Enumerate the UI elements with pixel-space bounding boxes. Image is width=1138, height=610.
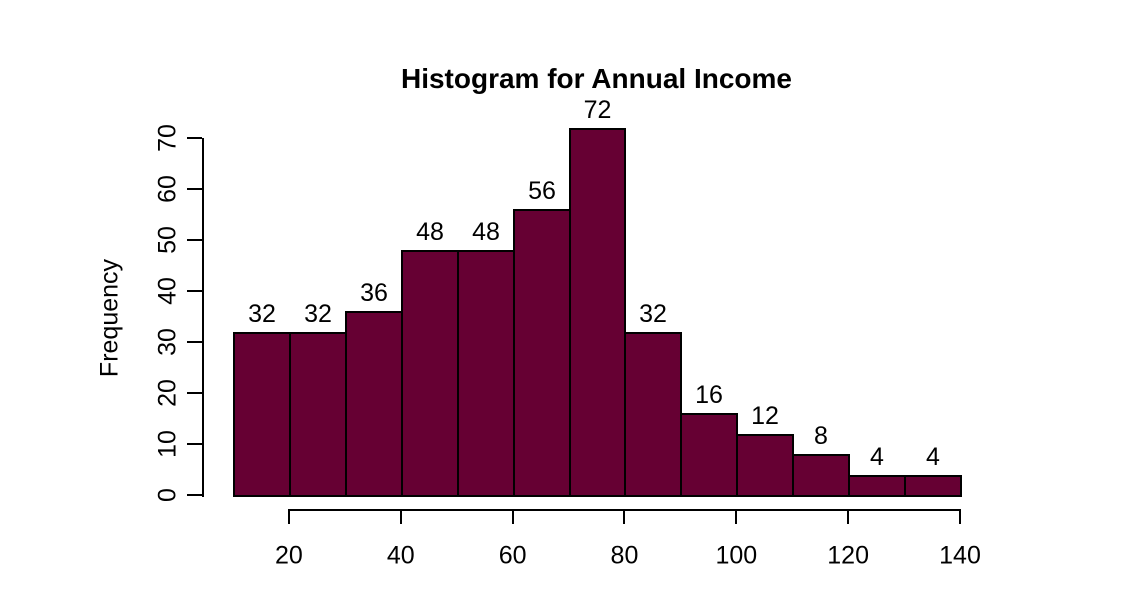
bar-value-label: 4 bbox=[870, 443, 884, 471]
y-axis-title: Frequency bbox=[95, 258, 124, 378]
bar-value-label: 12 bbox=[751, 402, 779, 430]
bar bbox=[680, 413, 738, 497]
x-tick-label: 40 bbox=[386, 541, 415, 570]
y-tick bbox=[187, 392, 202, 394]
bar-value-label: 32 bbox=[304, 300, 332, 328]
x-tick-label: 140 bbox=[939, 541, 981, 570]
x-tick bbox=[287, 509, 290, 524]
y-tick bbox=[187, 494, 202, 496]
bar-value-label: 36 bbox=[360, 279, 388, 307]
x-tick bbox=[511, 509, 514, 524]
y-tick-label: 70 bbox=[153, 124, 182, 152]
bar-value-label: 32 bbox=[248, 300, 276, 328]
x-tick bbox=[623, 509, 626, 524]
bar bbox=[233, 332, 291, 497]
bar bbox=[401, 250, 459, 497]
bar-value-label: 16 bbox=[695, 381, 723, 409]
bar-value-label: 32 bbox=[639, 300, 667, 328]
x-tick bbox=[959, 509, 961, 524]
x-tick-label: 120 bbox=[827, 541, 869, 570]
y-tick-label: 30 bbox=[153, 328, 182, 356]
y-tick bbox=[187, 239, 202, 241]
x-tick bbox=[399, 509, 402, 524]
bar bbox=[792, 454, 850, 497]
x-tick-label: 100 bbox=[715, 541, 758, 570]
y-tick-label: 20 bbox=[153, 379, 182, 407]
x-tick-label: 60 bbox=[498, 541, 527, 570]
bar-value-label: 8 bbox=[814, 422, 828, 450]
bar bbox=[289, 332, 347, 497]
bar bbox=[736, 434, 794, 497]
x-tick-label: 80 bbox=[610, 541, 639, 570]
bar bbox=[848, 475, 906, 497]
y-tick-label: 10 bbox=[153, 430, 182, 458]
y-tick bbox=[187, 188, 202, 190]
y-tick-label: 60 bbox=[153, 175, 182, 203]
y-tick bbox=[187, 137, 202, 139]
bar bbox=[513, 209, 571, 497]
chart-title: Histogram for Annual Income bbox=[400, 63, 792, 94]
bar bbox=[904, 475, 962, 497]
bar-value-label: 48 bbox=[472, 218, 500, 246]
bar bbox=[457, 250, 515, 497]
y-tick bbox=[187, 443, 202, 445]
bar-value-label: 48 bbox=[416, 218, 444, 246]
x-tick bbox=[847, 509, 850, 524]
bar-value-label: 72 bbox=[583, 96, 612, 124]
y-axis-line bbox=[202, 138, 204, 497]
bar bbox=[624, 332, 682, 497]
y-tick bbox=[187, 341, 202, 343]
bar bbox=[569, 128, 626, 497]
y-tick-label: 0 bbox=[153, 488, 182, 502]
y-tick bbox=[187, 290, 202, 292]
bar-value-label: 56 bbox=[528, 177, 556, 205]
bar-value-label: 4 bbox=[926, 443, 940, 471]
bar bbox=[345, 311, 403, 497]
x-tick bbox=[735, 509, 738, 524]
x-tick-label: 20 bbox=[275, 541, 303, 570]
y-tick-label: 50 bbox=[153, 226, 182, 254]
y-tick-label: 40 bbox=[153, 277, 182, 305]
